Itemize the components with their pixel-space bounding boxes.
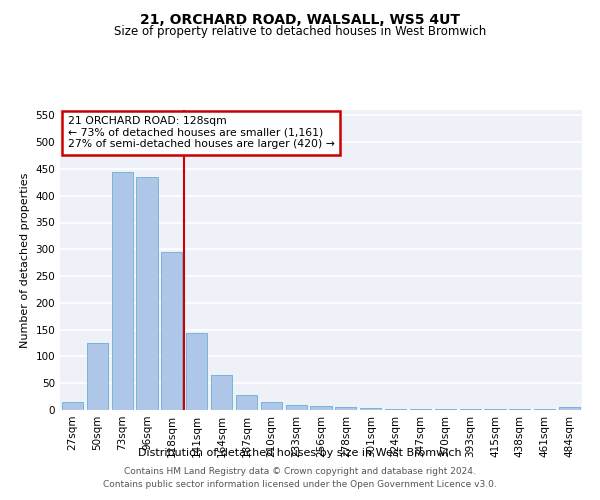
Bar: [261, 402, 282, 410]
Bar: [136, 177, 158, 410]
Text: Contains public sector information licensed under the Open Government Licence v3: Contains public sector information licen…: [103, 480, 497, 489]
Bar: [335, 408, 356, 410]
Bar: [559, 407, 580, 410]
Bar: [286, 404, 307, 410]
Bar: [236, 395, 257, 410]
Bar: [161, 252, 182, 410]
Bar: [410, 409, 431, 410]
Text: Contains HM Land Registry data © Crown copyright and database right 2024.: Contains HM Land Registry data © Crown c…: [124, 467, 476, 476]
Text: Size of property relative to detached houses in West Bromwich: Size of property relative to detached ho…: [114, 25, 486, 38]
Bar: [385, 409, 406, 410]
Bar: [360, 408, 381, 410]
Text: Distribution of detached houses by size in West Bromwich: Distribution of detached houses by size …: [138, 448, 462, 458]
Bar: [310, 406, 332, 410]
Y-axis label: Number of detached properties: Number of detached properties: [20, 172, 30, 348]
Text: 21 ORCHARD ROAD: 128sqm
← 73% of detached houses are smaller (1,161)
27% of semi: 21 ORCHARD ROAD: 128sqm ← 73% of detache…: [68, 116, 335, 149]
Bar: [211, 375, 232, 410]
Bar: [186, 334, 207, 410]
Text: 21, ORCHARD ROAD, WALSALL, WS5 4UT: 21, ORCHARD ROAD, WALSALL, WS5 4UT: [140, 12, 460, 26]
Bar: [435, 409, 456, 410]
Bar: [112, 172, 133, 410]
Bar: [87, 343, 108, 410]
Bar: [62, 402, 83, 410]
